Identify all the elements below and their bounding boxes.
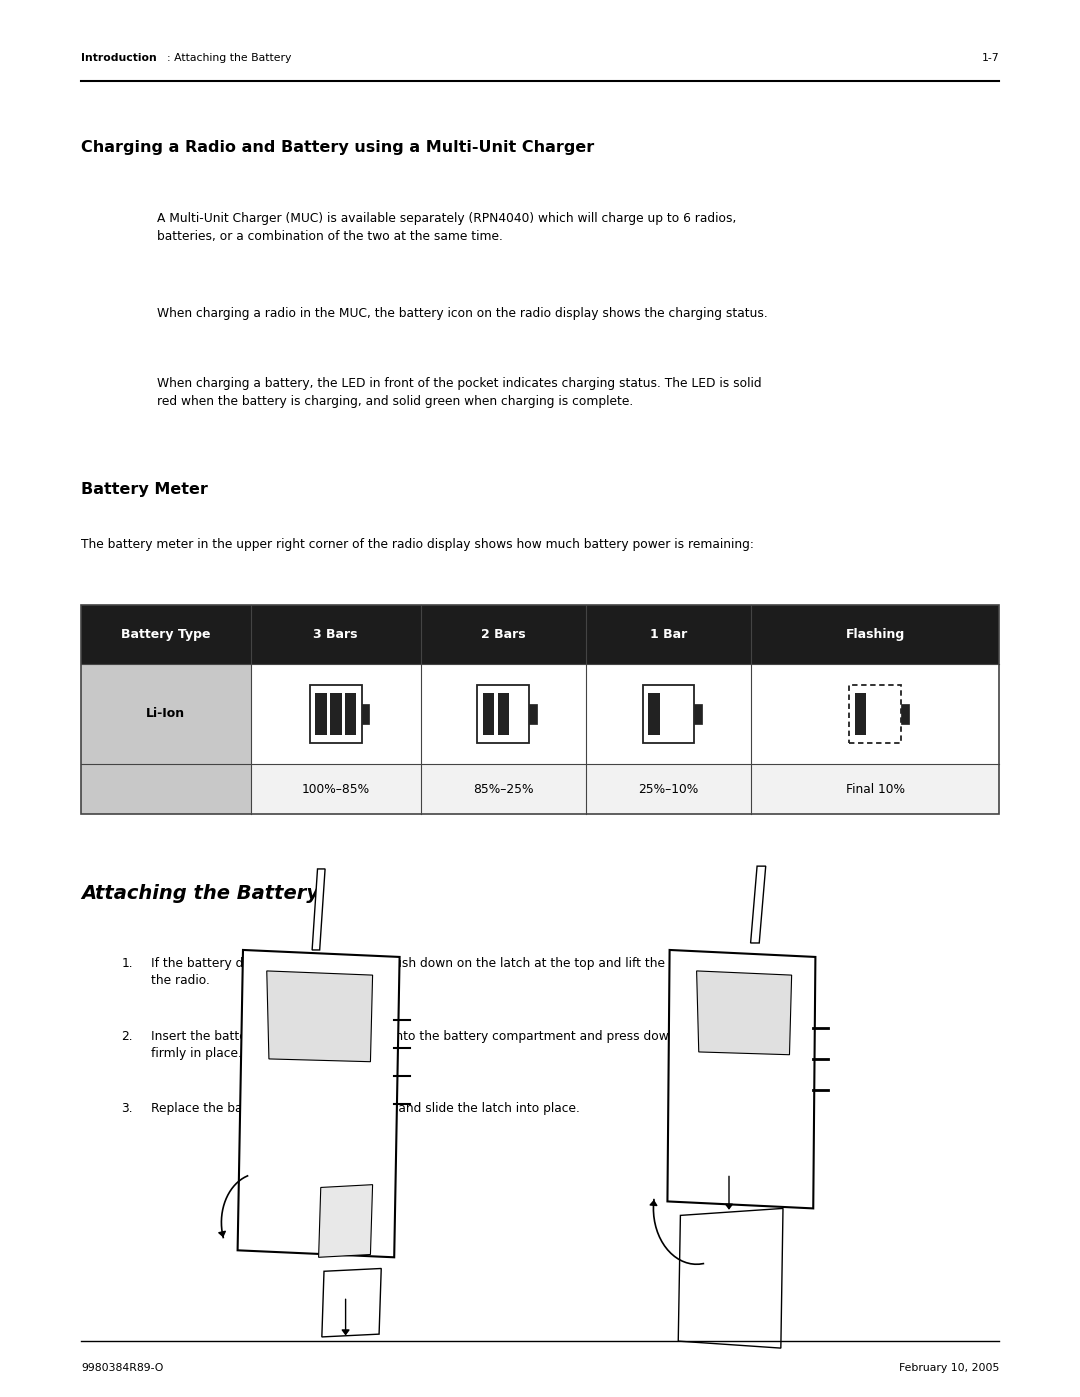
Bar	[251, 664, 999, 764]
Text: Replace the battery door onto the radio and slide the latch into place.: Replace the battery door onto the radio …	[151, 1102, 580, 1115]
Bar	[483, 693, 495, 735]
Polygon shape	[238, 950, 400, 1257]
Bar	[81, 764, 251, 814]
Text: 2 Bars: 2 Bars	[481, 627, 526, 641]
Text: February 10, 2005: February 10, 2005	[899, 1363, 999, 1373]
Text: When charging a radio in the MUC, the battery icon on the radio display shows th: When charging a radio in the MUC, the ba…	[157, 307, 768, 320]
Bar	[498, 693, 509, 735]
Polygon shape	[667, 950, 815, 1208]
Text: Battery Meter: Battery Meter	[81, 482, 207, 497]
Bar	[477, 685, 529, 743]
Text: A Multi-Unit Charger (MUC) is available separately (RPN4040) which will charge u: A Multi-Unit Charger (MUC) is available …	[157, 212, 735, 243]
Text: : Attaching the Battery: : Attaching the Battery	[167, 53, 292, 63]
Text: 1 Bar: 1 Bar	[650, 627, 687, 641]
Bar	[81, 605, 999, 664]
Bar	[362, 704, 369, 724]
Text: 3.: 3.	[121, 1102, 133, 1115]
Text: 100%–85%: 100%–85%	[301, 782, 369, 796]
Text: 9980384R89-O: 9980384R89-O	[81, 1363, 163, 1373]
Text: Charging a Radio and Battery using a Multi-Unit Charger: Charging a Radio and Battery using a Mul…	[81, 140, 594, 155]
Bar	[694, 704, 702, 724]
Polygon shape	[322, 1268, 381, 1337]
Polygon shape	[312, 869, 325, 950]
Polygon shape	[267, 971, 373, 1062]
Text: Flashing: Flashing	[846, 627, 905, 641]
Text: Insert the battery, printed arrows first, into the battery compartment and press: Insert the battery, printed arrows first…	[151, 1030, 738, 1060]
Polygon shape	[697, 971, 792, 1055]
Bar	[643, 685, 694, 743]
Text: 85%–25%: 85%–25%	[473, 782, 534, 796]
Text: 25%–10%: 25%–10%	[638, 782, 699, 796]
Polygon shape	[751, 866, 766, 943]
Polygon shape	[678, 1208, 783, 1348]
Bar	[310, 685, 362, 743]
Text: When charging a battery, the LED in front of the pocket indicates charging statu: When charging a battery, the LED in fron…	[157, 377, 761, 408]
Bar	[81, 605, 999, 814]
Bar	[648, 693, 660, 735]
Text: 2.: 2.	[121, 1030, 133, 1042]
Polygon shape	[319, 1185, 373, 1257]
Text: Battery Type: Battery Type	[121, 627, 211, 641]
Bar	[315, 693, 327, 735]
Bar	[901, 704, 908, 724]
Bar	[251, 764, 999, 814]
Text: Li-Ion: Li-Ion	[147, 707, 186, 721]
Text: 3 Bars: 3 Bars	[313, 627, 357, 641]
Bar	[330, 693, 341, 735]
Text: If the battery door is already in place, push down on the latch at the top and l: If the battery door is already in place,…	[151, 957, 717, 988]
Text: Introduction: Introduction	[81, 53, 157, 63]
Text: 1.: 1.	[121, 957, 133, 970]
Bar	[529, 704, 537, 724]
Bar	[849, 685, 901, 743]
Text: 1-7: 1-7	[982, 53, 999, 63]
Text: Final 10%: Final 10%	[846, 782, 905, 796]
Bar	[345, 693, 356, 735]
Text: Attaching the Battery: Attaching the Battery	[81, 884, 319, 904]
Bar	[81, 664, 251, 764]
Text: The battery meter in the upper right corner of the radio display shows how much : The battery meter in the upper right cor…	[81, 538, 754, 550]
Bar	[854, 693, 866, 735]
